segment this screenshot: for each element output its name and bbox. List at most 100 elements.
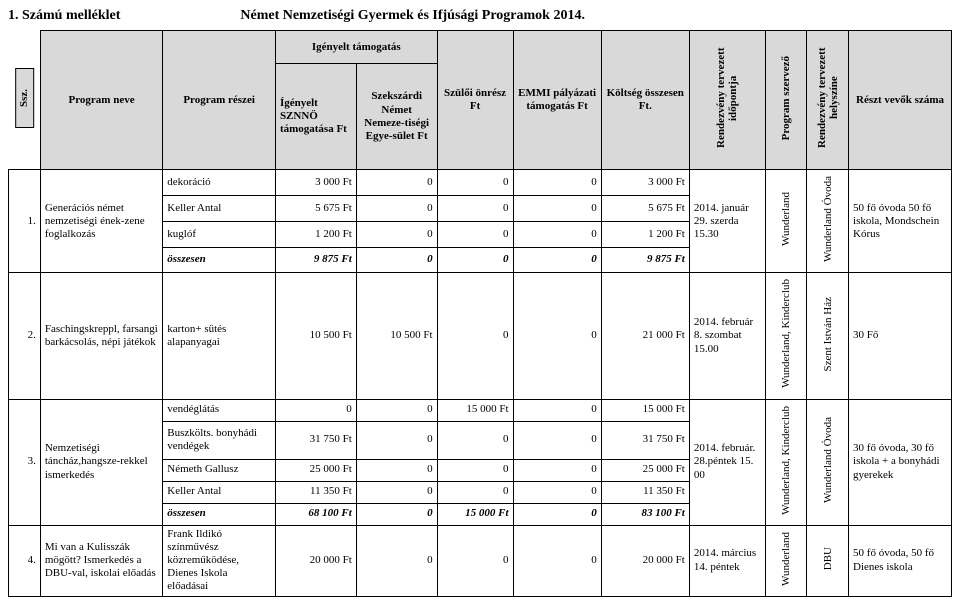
cell: 11 350 Ft	[275, 481, 356, 503]
cell: 15 000 Ft	[437, 503, 513, 525]
p1-r1-n: dekoráció	[163, 170, 276, 196]
cell: 31 750 Ft	[601, 421, 689, 459]
header-center: Német Nemzetiségi Gyermek és Ifjúsági Pr…	[240, 8, 585, 24]
cell: Frank Ildikó színművész közreműködése, D…	[163, 525, 276, 596]
cell: 15 000 Ft	[601, 399, 689, 421]
col-ssz: Ssz.	[9, 31, 41, 170]
cell: 0	[356, 221, 437, 247]
cell: 0	[513, 170, 601, 196]
cell: 21 000 Ft	[601, 273, 689, 399]
p4-szerv: Wunderland	[765, 525, 807, 596]
col-igenyelt-sze: Szekszárdi Német Nemeze-tiségi Egye-süle…	[356, 64, 437, 170]
p3-ido: 2014. február. 28.péntek 15. 00	[689, 399, 765, 525]
col-program-neve: Program neve	[40, 31, 162, 170]
cell: 0	[513, 481, 601, 503]
p3-nev: Nemzetiségi táncház,hangsze-rekkel ismer…	[40, 399, 162, 525]
p1-nev: Generációs német nemzetiségi ének-zene f…	[40, 170, 162, 273]
col-ido: Rendezvény tervezett időpontja	[689, 31, 765, 170]
col-resztvevo: Részt vevők száma	[849, 31, 952, 170]
p3-szerv: Wunderland, Kinderclub	[765, 399, 807, 525]
cell: 0	[356, 503, 437, 525]
cell: 0	[356, 421, 437, 459]
program-table: Ssz. Program neve Program részei Igényel…	[8, 30, 952, 597]
col-hely: Rendezvény tervezett helyszíne	[807, 31, 849, 170]
cell: Németh Gallusz	[163, 459, 276, 481]
p1-ido: 2014. január 29. szerda 15.30	[689, 170, 765, 273]
cell: 0	[437, 525, 513, 596]
p2-hely: Szent István Ház	[807, 273, 849, 399]
cell: Keller Antal	[163, 481, 276, 503]
cell: 25 000 Ft	[275, 459, 356, 481]
table-row: 4. Mi van a Kulisszák mögött? Ismerkedés…	[9, 525, 952, 596]
p3-resztvevo: 30 fő óvoda, 30 fő iskola + a bonyhádi g…	[849, 399, 952, 525]
cell: 10 500 Ft	[356, 273, 437, 399]
cell: 0	[513, 195, 601, 221]
cell: 0	[437, 421, 513, 459]
p3-hely: Wunderland Óvoda	[807, 399, 849, 525]
p2-ido: 2014. február 8. szombat 15.00	[689, 273, 765, 399]
table-row: 3. Nemzetiségi táncház,hangsze-rekkel is…	[9, 399, 952, 421]
cell: kuglóf	[163, 221, 276, 247]
cell: 0	[356, 459, 437, 481]
cell: 20 000 Ft	[275, 525, 356, 596]
col-koltseg: Költség összesen Ft.	[601, 31, 689, 170]
p4-hely: DBU	[807, 525, 849, 596]
cell: 10 500 Ft	[275, 273, 356, 399]
cell: 0	[356, 525, 437, 596]
table-head-row1: Ssz. Program neve Program részei Igényel…	[9, 31, 952, 64]
cell: 20 000 Ft	[601, 525, 689, 596]
cell: összesen	[163, 503, 276, 525]
col-igenyelt-sznno: Ígényelt SZNNÖ támogatása Ft	[275, 64, 356, 170]
p4-resztvevo: 50 fő óvoda, 50 fő Dienes iskola	[849, 525, 952, 596]
cell: 68 100 Ft	[275, 503, 356, 525]
cell: 0	[513, 421, 601, 459]
table-row: 1. Generációs német nemzetiségi ének-zen…	[9, 170, 952, 196]
p2-ssz: 2.	[9, 273, 41, 399]
cell: 25 000 Ft	[601, 459, 689, 481]
cell: 0	[513, 247, 601, 273]
cell: 0	[513, 399, 601, 421]
cell: 0	[437, 221, 513, 247]
cell: 0	[513, 459, 601, 481]
cell: 0	[356, 247, 437, 273]
cell: 0	[437, 170, 513, 196]
cell: vendéglátás	[163, 399, 276, 421]
col-program-reszei: Program részei	[163, 31, 276, 170]
cell: 0	[437, 195, 513, 221]
cell: 0	[513, 503, 601, 525]
p3-ssz: 3.	[9, 399, 41, 525]
cell: 83 100 Ft	[601, 503, 689, 525]
p2-resztvevo: 30 Fő	[849, 273, 952, 399]
cell: 0	[513, 273, 601, 399]
col-szuloi: Szülői önrész Ft	[437, 31, 513, 170]
table-row: 2. Faschingskreppl, farsangi barkácsolás…	[9, 273, 952, 399]
cell: 3 000 Ft	[275, 170, 356, 196]
col-igenyelt-group: Igényelt támogatás	[275, 31, 437, 64]
cell: 3 000 Ft	[601, 170, 689, 196]
cell: Buszkölts. bonyhádi vendégek	[163, 421, 276, 459]
cell: 31 750 Ft	[275, 421, 356, 459]
cell: karton+ sütés alapanyagai	[163, 273, 276, 399]
p1-resztvevo: 50 fő óvoda 50 fő iskola, Mondschein Kór…	[849, 170, 952, 273]
header-left: 1. Számú melléklet	[8, 8, 120, 24]
p4-ido: 2014. március 14. péntek	[689, 525, 765, 596]
doc-header: 1. Számú melléklet Német Nemzetiségi Gye…	[8, 8, 952, 24]
cell: 9 875 Ft	[275, 247, 356, 273]
cell: 0	[437, 247, 513, 273]
cell: 5 675 Ft	[601, 195, 689, 221]
p1-szerv: Wunderland	[765, 170, 807, 273]
cell: 0	[437, 481, 513, 503]
cell: 15 000 Ft	[437, 399, 513, 421]
cell: 0	[356, 399, 437, 421]
cell: 0	[275, 399, 356, 421]
cell: 1 200 Ft	[275, 221, 356, 247]
p1-ssz: 1.	[9, 170, 41, 273]
cell: Keller Antal	[163, 195, 276, 221]
cell: 0	[437, 459, 513, 481]
p4-nev: Mi van a Kulisszák mögött? Ismerkedés a …	[40, 525, 162, 596]
cell: 5 675 Ft	[275, 195, 356, 221]
cell: 0	[513, 221, 601, 247]
cell: 0	[437, 273, 513, 399]
cell: 9 875 Ft	[601, 247, 689, 273]
p1-hely: Wunderland Óvoda	[807, 170, 849, 273]
